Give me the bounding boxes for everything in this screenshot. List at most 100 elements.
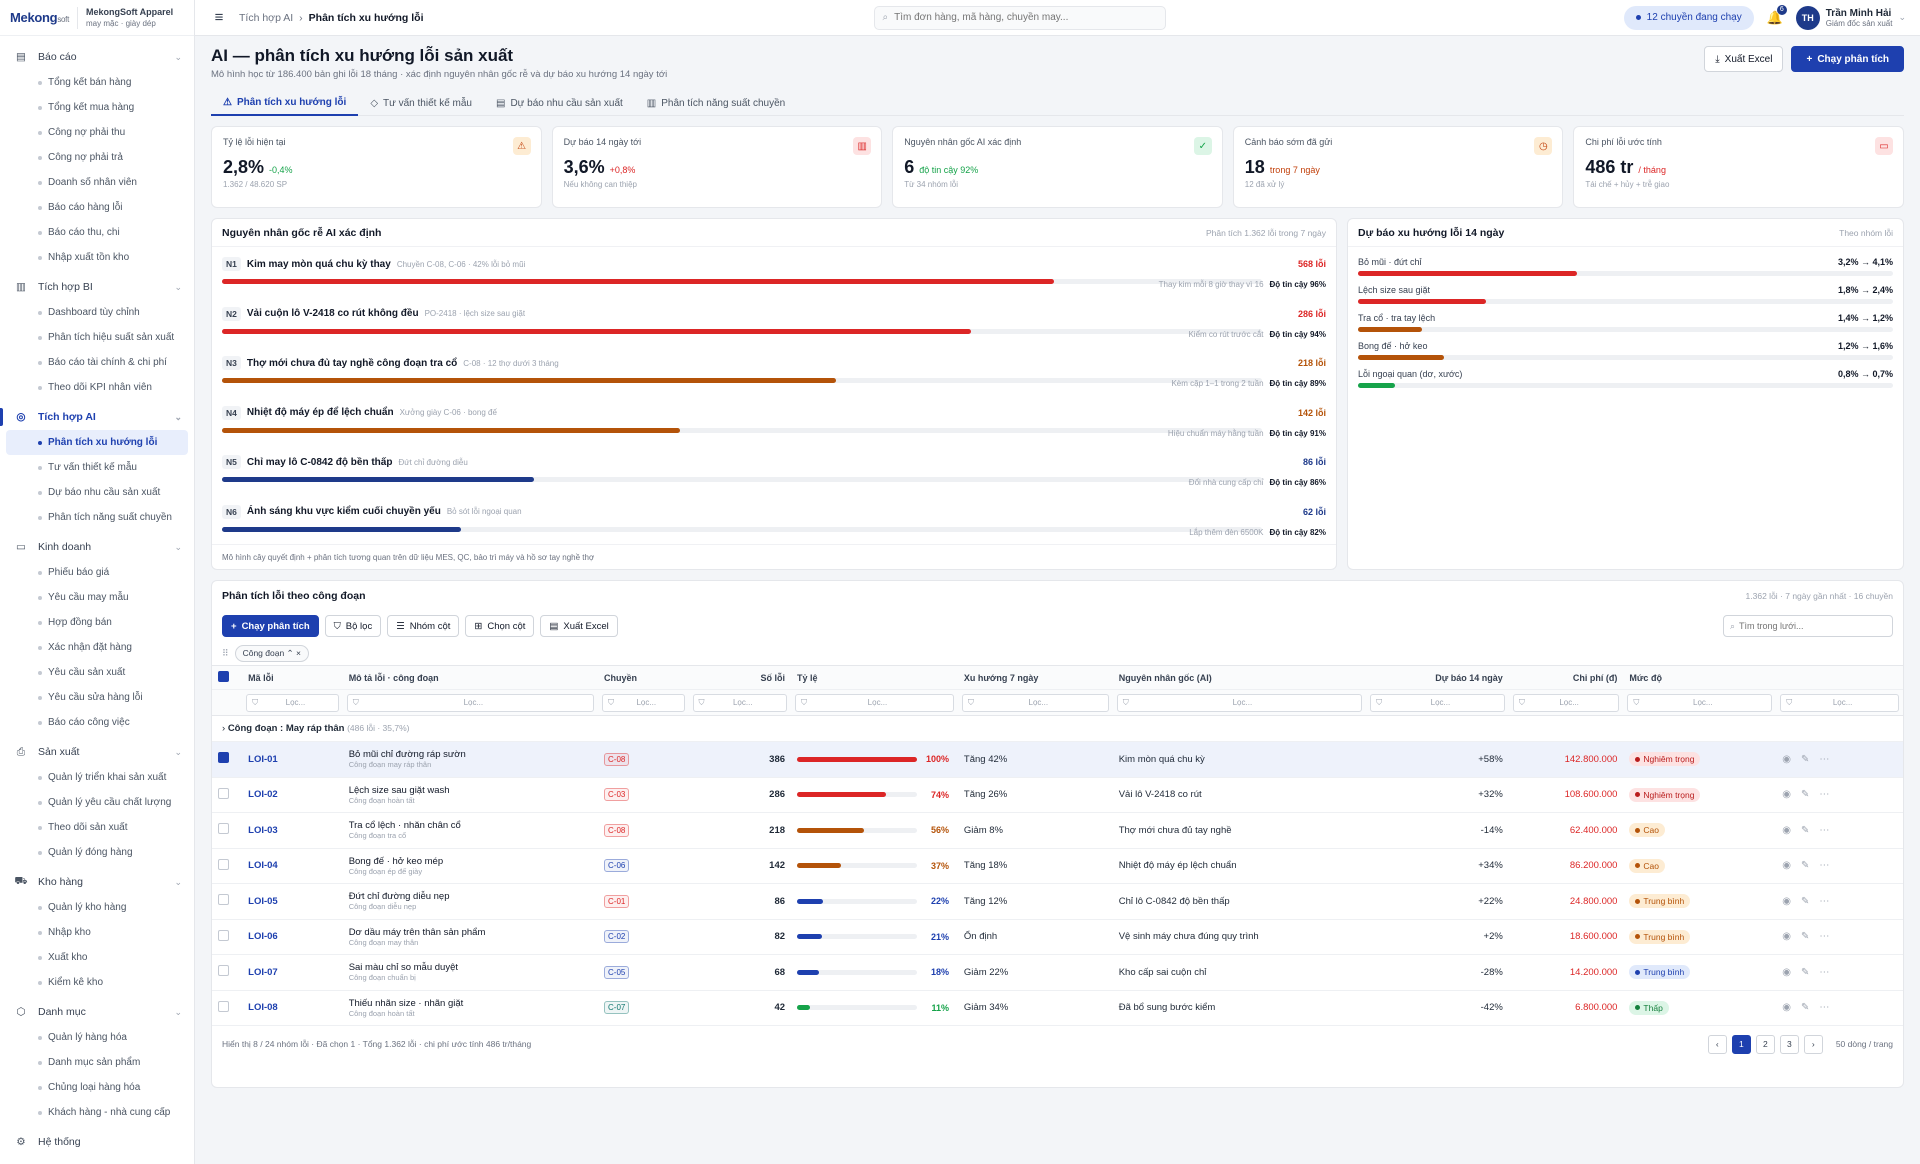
defect-code[interactable]: LOI-06 (248, 931, 278, 943)
sidebar-group-header[interactable]: ◎ Tích hợp AI ⌄ (0, 404, 194, 430)
sidebar-item[interactable]: Báo cáo công việc (6, 710, 188, 735)
view-icon[interactable]: ◉ (1782, 895, 1791, 907)
tab-2[interactable]: ◇ Tư vấn thiết kế mẫu (370, 97, 472, 109)
sidebar-item[interactable]: Xác nhận đặt hàng (6, 635, 188, 660)
column-header[interactable]: Mã lỗi (242, 665, 343, 690)
edit-icon[interactable]: ✎ (1800, 753, 1810, 765)
run-analysis-button[interactable]: + Chạy phân tích (1791, 46, 1904, 72)
row-checkbox[interactable] (218, 1000, 229, 1012)
global-search[interactable]: ⌕ (873, 5, 1166, 30)
view-icon[interactable]: ◉ (1782, 1002, 1791, 1014)
sidebar-group-header[interactable]: ▤ Báo cáo ⌄ (0, 44, 194, 70)
sidebar-item[interactable]: Kiểm kê kho (6, 970, 188, 995)
table-row[interactable]: LOI-06 Dơ dầu máy trên thân sản phẩm Công… (212, 919, 1903, 955)
column-filter-input[interactable]: ⛉ Lọc... (1780, 693, 1899, 712)
root-cause-item[interactable]: N3 Thợ mới chưa đủ tay nghề công đoạn tr… (222, 346, 1326, 396)
sidebar-item[interactable]: Nhập kho (6, 920, 188, 945)
filter-button[interactable]: ⛉ Bộ lọc (324, 615, 382, 637)
column-header[interactable]: Chi phí (đ) (1508, 665, 1624, 690)
root-cause-item[interactable]: N6 Ánh sáng khu vực kiểm cuối chuyền yếu… (222, 495, 1326, 545)
tab-1[interactable]: ⚠ Phân tích xu hướng lỗi (211, 90, 359, 116)
sidebar-item[interactable]: Chủng loại hàng hóa (6, 1075, 188, 1100)
defect-code[interactable]: LOI-08 (248, 1002, 278, 1014)
group-row[interactable]: › Công đoạn : May ráp thân (486 lỗi · 35… (212, 715, 1903, 742)
sidebar-item[interactable]: Nhập xuất tồn kho (6, 245, 188, 270)
select-all-checkbox[interactable] (212, 665, 243, 690)
sidebar-item[interactable]: Yêu cầu sản xuất (6, 660, 188, 685)
grid-search-input[interactable] (1739, 621, 1880, 631)
page-button[interactable]: 2 (1755, 1034, 1775, 1054)
defect-code[interactable]: LOI-03 (248, 824, 278, 836)
notification-bell-icon[interactable]: 🔔 6 (1764, 4, 1787, 26)
choose-columns-button[interactable]: ⊞ Chọn cột (465, 615, 535, 637)
view-icon[interactable]: ◉ (1782, 860, 1791, 872)
column-filter-input[interactable]: ⛉ Lọc... (1627, 693, 1773, 712)
edit-icon[interactable]: ✎ (1800, 860, 1810, 872)
row-checkbox[interactable] (218, 858, 229, 870)
row-checkbox[interactable] (218, 752, 229, 764)
sidebar-item[interactable]: Phân tích xu hướng lỗi (6, 430, 188, 455)
next-page-button[interactable]: › (1803, 1034, 1823, 1054)
running-lines-badge[interactable]: 12 chuyền đang chạy (1623, 5, 1754, 30)
sidebar-item[interactable]: Quản lý yêu cầu chất lượng (6, 790, 188, 815)
row-checkbox[interactable] (218, 823, 229, 835)
breadcrumb-item[interactable]: Tích hợp AI (239, 11, 294, 24)
column-filter-input[interactable]: ⛉ Lọc... (602, 693, 685, 712)
user-menu[interactable]: TH Trần Minh Hải Giám đốc sản xuất ⌄ (1795, 5, 1906, 30)
more-icon[interactable]: ⋯ (1819, 1002, 1830, 1014)
sidebar-item[interactable]: Quản lý hàng hóa (6, 1025, 188, 1050)
sidebar-item[interactable]: Dự báo nhu cầu sản xuất (6, 480, 188, 505)
table-row[interactable]: LOI-02 Lệch size sau giặt wash Công đoạn … (212, 777, 1903, 813)
row-checkbox[interactable] (218, 965, 229, 977)
row-checkbox[interactable] (218, 894, 229, 906)
sidebar-item[interactable]: Khách hàng - nhà cung cấp (6, 1100, 188, 1125)
sidebar-group-header[interactable]: ⬡ Danh mục ⌄ (0, 999, 194, 1025)
group-chip[interactable]: Công đoạn ⌃ × (234, 644, 309, 662)
column-filter-input[interactable]: ⛉ Lọc... (692, 693, 788, 712)
prev-page-button[interactable]: ‹ (1707, 1034, 1727, 1054)
sidebar-item[interactable]: Theo dõi sản xuất (6, 815, 188, 840)
table-row[interactable]: LOI-04 Bong đế · hở keo mép Công đoạn ép … (212, 848, 1903, 884)
export-excel-button[interactable]: ⤓ Xuất Excel (1704, 46, 1784, 72)
edit-icon[interactable]: ✎ (1800, 789, 1810, 801)
defect-code[interactable]: LOI-01 (248, 753, 278, 765)
sidebar-item[interactable]: Yêu cầu sửa hàng lỗi (6, 685, 188, 710)
column-filter-input[interactable]: ⛉ Lọc... (1512, 693, 1620, 712)
more-icon[interactable]: ⋯ (1819, 931, 1830, 943)
sidebar-item[interactable]: Doanh số nhân viên (6, 170, 188, 195)
column-filter-input[interactable]: ⛉ Lọc... (795, 693, 954, 712)
row-checkbox[interactable] (218, 787, 229, 799)
table-row[interactable]: LOI-03 Tra cổ lệch · nhăn chân cổ Công đo… (212, 812, 1903, 849)
sidebar-group-header[interactable]: ▥ Tích hợp BI ⌄ (0, 274, 194, 300)
column-header[interactable]: Số lỗi (688, 665, 792, 690)
table-export-excel-button[interactable]: ▤ Xuất Excel (540, 615, 618, 637)
edit-icon[interactable]: ✎ (1800, 824, 1810, 836)
sidebar-item[interactable]: Báo cáo thu, chi (6, 220, 188, 245)
page-button[interactable]: 3 (1779, 1034, 1799, 1054)
sidebar-group-header[interactable]: ⛟ Kho hàng ⌄ (14, 875, 182, 888)
more-icon[interactable]: ⋯ (1819, 824, 1830, 836)
edit-icon[interactable]: ✎ (1800, 966, 1810, 978)
column-filter-input[interactable]: ⛉ Lọc... (1116, 693, 1363, 712)
defect-code[interactable]: LOI-05 (248, 895, 278, 907)
sidebar-item[interactable]: Tổng kết mua hàng (6, 95, 188, 120)
column-header[interactable]: Dự báo 14 ngày (1366, 665, 1509, 690)
sidebar-item[interactable]: Tổng kết bán hàng (6, 70, 188, 95)
defect-code[interactable]: LOI-07 (248, 966, 278, 978)
sidebar-item[interactable]: Công nợ phải thu (6, 120, 188, 145)
column-header[interactable]: Chuyền (598, 665, 689, 690)
hamburger-menu-icon[interactable]: ≡ (214, 9, 224, 26)
view-icon[interactable]: ◉ (1782, 966, 1791, 978)
sidebar-item[interactable]: Yêu cầu may mẫu (6, 585, 188, 610)
sidebar-item[interactable]: Báo cáo tài chính & chi phí (6, 350, 188, 375)
sidebar-item[interactable]: Phân tích hiệu suất sản xuất (6, 325, 188, 350)
sidebar-group-header[interactable]: ⎙ Sản xuất ⌄ (0, 739, 194, 765)
edit-icon[interactable]: ✎ (1800, 895, 1810, 907)
sidebar-item[interactable]: Theo dõi KPI nhân viên (6, 375, 188, 400)
sidebar-item[interactable]: Phân tích năng suất chuyền (6, 505, 188, 530)
view-icon[interactable]: ◉ (1782, 789, 1791, 801)
sidebar-item[interactable]: Hợp đồng bán (6, 610, 188, 635)
edit-icon[interactable]: ✎ (1800, 931, 1810, 943)
sidebar-item[interactable]: Xuất kho (6, 945, 188, 970)
column-header[interactable]: Mô tả lỗi · công đoạn (342, 665, 599, 690)
